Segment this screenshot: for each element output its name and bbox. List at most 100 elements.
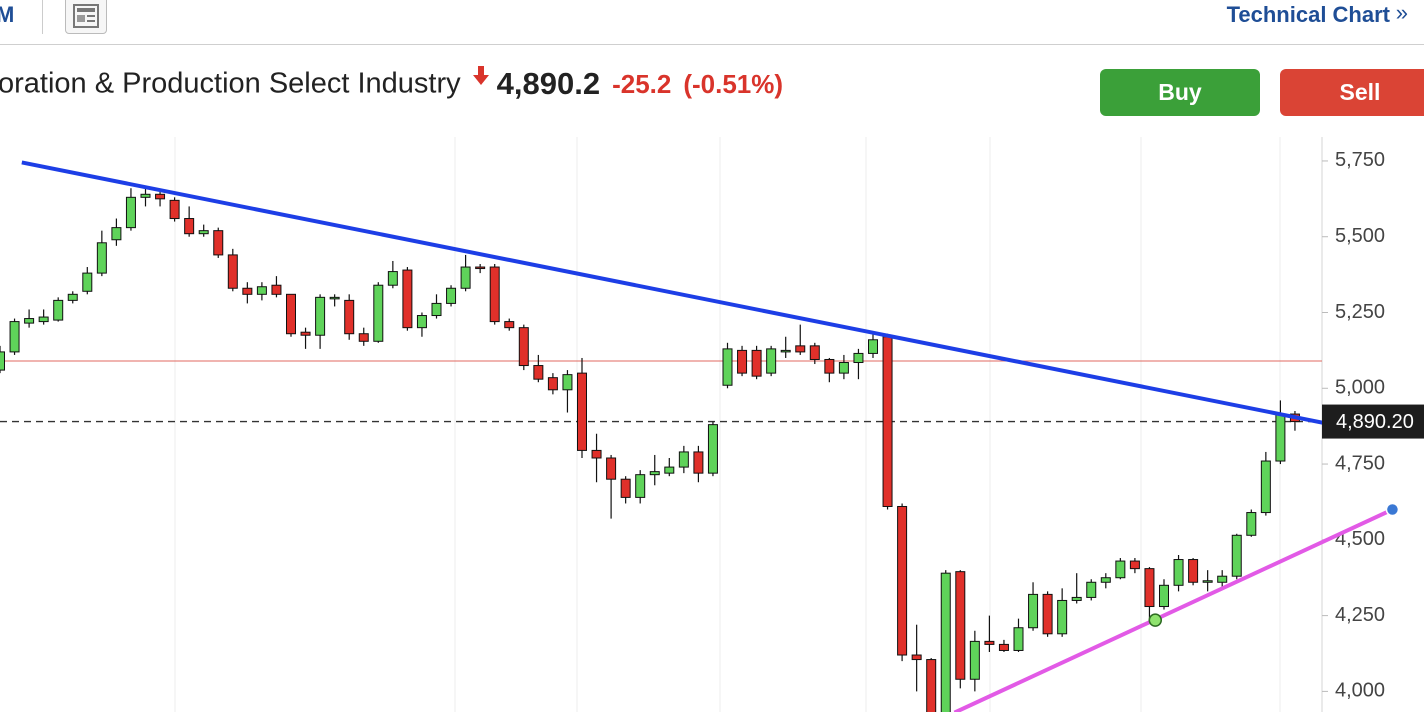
candle-body <box>1217 575 1228 583</box>
candle-body <box>329 296 340 300</box>
candle-body <box>446 287 457 304</box>
instrument-name: oration & Production Select Industry <box>0 67 461 100</box>
separator <box>42 0 43 34</box>
candle-body <box>940 572 951 712</box>
candle-body <box>795 345 806 353</box>
candle-body <box>1173 559 1184 586</box>
candle-body <box>969 640 980 680</box>
candle-body <box>373 284 384 342</box>
candle-body <box>1028 593 1039 629</box>
y-tick-label: 4,000 <box>1335 680 1385 702</box>
candle-body <box>300 331 311 336</box>
candle-body <box>635 474 646 498</box>
candle-body <box>402 269 413 329</box>
candle-body <box>751 349 762 377</box>
candle-body <box>737 349 748 374</box>
candle-body <box>460 266 471 289</box>
top-bar: M Technical Chart » <box>0 0 1424 45</box>
candle-body <box>155 193 166 200</box>
news-icon[interactable] <box>65 0 107 34</box>
y-tick-label: 5,750 <box>1335 149 1385 171</box>
quote-line: oration & Production Select Industry 4,89… <box>0 66 783 102</box>
candle-body <box>809 345 820 360</box>
candle-body <box>140 193 151 198</box>
candle-body <box>984 640 995 645</box>
change-percent: (-0.51%) <box>683 68 784 99</box>
candle-body <box>955 571 966 680</box>
candle-body <box>853 352 864 364</box>
candle-body <box>693 451 704 474</box>
technical-chart-link[interactable]: Technical Chart <box>1226 2 1390 27</box>
candle-body <box>271 284 282 295</box>
candle-body <box>1013 627 1024 651</box>
candle-body <box>416 315 427 329</box>
candle-body <box>882 336 893 507</box>
candle-body <box>9 321 20 353</box>
last-price-tag-label: 4,890.20 <box>1336 411 1414 433</box>
candle-body <box>504 321 515 329</box>
candle-body <box>67 293 78 301</box>
candle-body <box>24 318 35 324</box>
candle-body <box>1100 577 1111 583</box>
candle-body <box>38 316 49 323</box>
candle-body <box>227 254 238 289</box>
candle-body <box>533 365 544 380</box>
candle-body <box>591 449 602 459</box>
candle-body <box>1086 581 1097 598</box>
candle-body <box>242 287 253 295</box>
candle-body <box>1188 559 1199 583</box>
candle-body <box>897 505 908 656</box>
sell-button[interactable]: Sell <box>1280 69 1424 116</box>
candle-body <box>1275 413 1286 462</box>
candle-body <box>0 351 5 371</box>
candle-body <box>169 199 180 220</box>
plot-area <box>0 188 1322 712</box>
y-tick-label: 5,250 <box>1335 301 1385 323</box>
candle-body <box>1057 599 1068 635</box>
candle-body <box>315 296 326 336</box>
candle-body <box>256 286 267 295</box>
candle-body <box>998 643 1009 651</box>
candle-body <box>678 451 689 468</box>
candle-body <box>620 478 631 498</box>
candle-body <box>431 302 442 317</box>
candle-body <box>53 299 64 321</box>
candle-body <box>1042 593 1053 635</box>
y-tick-label: 5,500 <box>1335 225 1385 247</box>
candle-body <box>664 466 675 474</box>
y-tick-label: 4,500 <box>1335 528 1385 550</box>
anchor-point <box>1385 502 1400 517</box>
candle-body <box>489 266 500 323</box>
candle-body <box>1144 568 1155 608</box>
candle-body <box>358 333 369 342</box>
down-arrow <box>472 66 489 85</box>
candle-body <box>606 457 617 480</box>
candle-body <box>780 349 791 353</box>
candle-body <box>562 374 573 391</box>
candle-body <box>926 659 937 712</box>
candle-body <box>547 377 558 391</box>
candle-body <box>344 299 355 335</box>
candle-body <box>286 293 296 335</box>
candle-body <box>82 272 93 292</box>
candle-body <box>824 358 835 374</box>
candle-body <box>111 227 122 241</box>
candle-body <box>766 348 777 374</box>
y-tick-label: 4,250 <box>1335 604 1385 626</box>
candle-body <box>1129 560 1140 570</box>
candle-body <box>198 230 209 235</box>
candle-body <box>1231 534 1242 577</box>
candle-body <box>1159 584 1169 608</box>
symbol-fragment[interactable]: M <box>0 2 15 27</box>
candle-body <box>387 271 398 286</box>
y-tick-label: 5,000 <box>1335 377 1385 399</box>
candle-body <box>96 242 107 274</box>
last-price: 4,890.2 <box>496 66 601 101</box>
buy-button[interactable]: Buy <box>1100 69 1260 116</box>
link-arrow[interactable]: » <box>1395 0 1408 25</box>
candle-body <box>1071 596 1082 601</box>
candle-body <box>868 339 878 354</box>
change: -25.2 <box>612 68 672 99</box>
